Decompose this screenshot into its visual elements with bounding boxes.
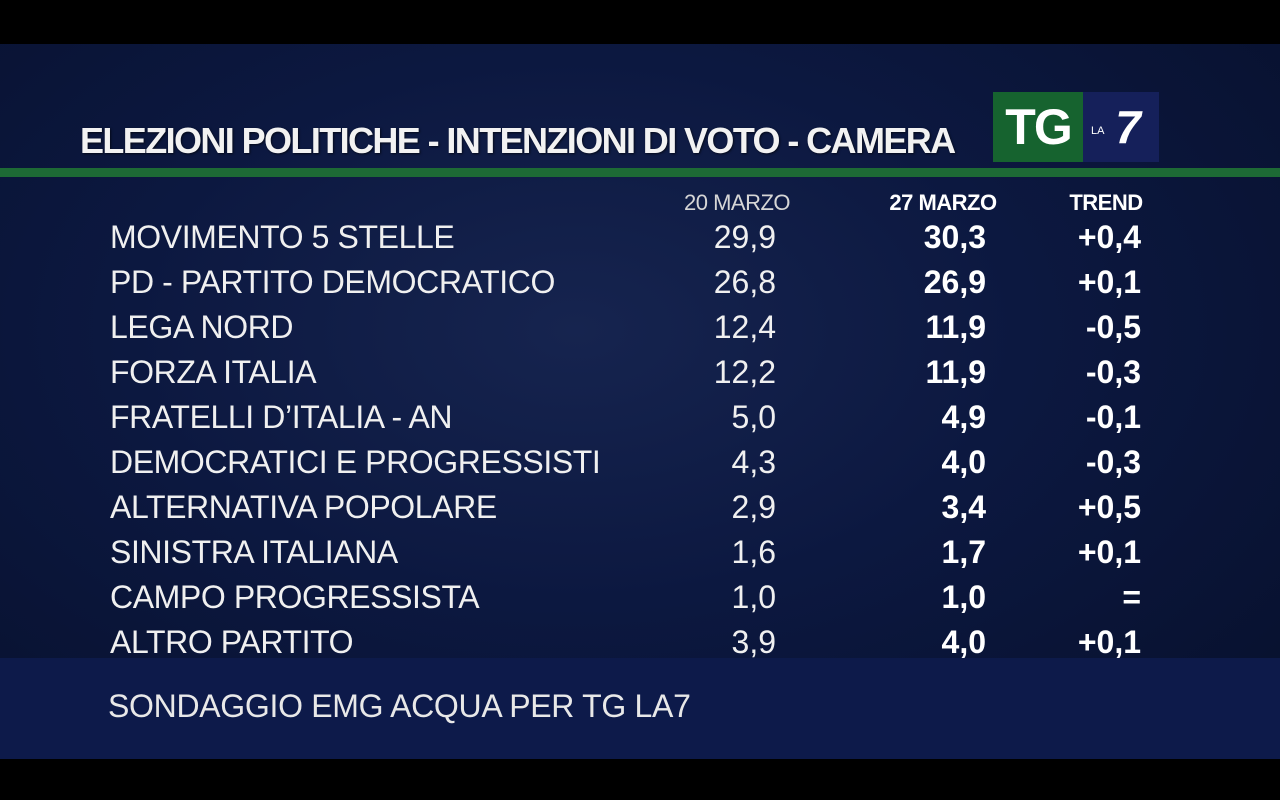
value-prev: 4,3	[731, 444, 776, 480]
party-name: FORZA ITALIA	[110, 354, 317, 390]
logo-tg: TG	[993, 92, 1083, 162]
value-trend: -0,1	[1085, 399, 1141, 435]
column-header-trend: TREND	[1069, 190, 1143, 215]
logo-la7: LA 7	[1083, 92, 1159, 162]
value-prev: 29,9	[713, 219, 776, 255]
value-curr: 4,0	[941, 444, 986, 480]
value-trend: -0,3	[1085, 444, 1141, 480]
value-curr: 4,0	[941, 624, 986, 660]
value-prev: 2,9	[731, 489, 776, 525]
value-curr: 4,9	[941, 399, 986, 435]
table-row: PD - PARTITO DEMOCRATICO 26,8 26,9 +0,1	[0, 260, 1280, 305]
value-trend: -0,3	[1085, 354, 1141, 390]
table-row: FORZA ITALIA 12,2 11,9 -0,3	[0, 350, 1280, 395]
party-name: SINISTRA ITALIANA	[110, 534, 398, 570]
table-row: ALTRO PARTITO 3,9 4,0 +0,1	[0, 620, 1280, 665]
column-header-curr: 27 MARZO	[889, 190, 997, 215]
value-prev: 5,0	[731, 399, 776, 435]
value-trend: +0,4	[1077, 219, 1141, 255]
party-name: ALTERNATIVA POPOLARE	[110, 489, 497, 525]
value-curr: 3,4	[941, 489, 986, 525]
value-curr: 11,9	[925, 309, 986, 345]
value-prev: 1,0	[731, 579, 776, 615]
column-header-prev: 20 MARZO	[683, 190, 791, 215]
table-row: LEGA NORD 12,4 11,9 -0,5	[0, 305, 1280, 350]
value-curr: 1,0	[941, 579, 986, 615]
value-trend: =	[1122, 579, 1141, 615]
logo-seven-text: 7	[1115, 101, 1141, 153]
value-trend: -0,5	[1085, 309, 1141, 345]
source-caption: SONDAGGIO EMG ACQUA PER TG LA7	[108, 688, 691, 724]
footer-bar: SONDAGGIO EMG ACQUA PER TG LA7	[0, 658, 1280, 759]
value-prev: 12,4	[713, 309, 776, 345]
table-row: FRATELLI D’ITALIA - AN 5,0 4,9 -0,1	[0, 395, 1280, 440]
value-prev: 26,8	[713, 264, 776, 300]
value-prev: 3,9	[731, 624, 776, 660]
value-prev: 12,2	[713, 354, 776, 390]
value-trend: +0,1	[1077, 264, 1141, 300]
logo-la-text: LA	[1091, 125, 1105, 137]
table-row: CAMPO PROGRESSISTA 1,0 1,0 =	[0, 575, 1280, 620]
party-name: LEGA NORD	[110, 309, 294, 345]
green-divider	[0, 168, 1280, 177]
value-prev: 1,6	[731, 534, 776, 570]
party-name: PD - PARTITO DEMOCRATICO	[110, 264, 555, 300]
value-curr: 11,9	[925, 354, 986, 390]
value-curr: 30,3	[923, 219, 986, 255]
poll-screen: ELEZIONI POLITICHE - INTENZIONI DI VOTO …	[0, 44, 1280, 759]
table-row: ALTERNATIVA POPOLARE 2,9 3,4 +0,5	[0, 485, 1280, 530]
party-name: FRATELLI D’ITALIA - AN	[110, 399, 453, 435]
party-name: MOVIMENTO 5 STELLE	[110, 219, 455, 255]
page-title: ELEZIONI POLITICHE - INTENZIONI DI VOTO …	[80, 120, 956, 161]
value-curr: 1,7	[941, 534, 986, 570]
party-name: ALTRO PARTITO	[110, 624, 354, 660]
value-trend: +0,5	[1077, 489, 1141, 525]
value-trend: +0,1	[1077, 534, 1141, 570]
value-curr: 26,9	[923, 264, 986, 300]
table-row: SINISTRA ITALIANA 1,6 1,7 +0,1	[0, 530, 1280, 575]
value-trend: +0,1	[1077, 624, 1141, 660]
party-name: DEMOCRATICI E PROGRESSISTI	[110, 444, 601, 480]
tg-la7-logo: TG LA 7	[993, 92, 1159, 162]
party-name: CAMPO PROGRESSISTA	[110, 579, 480, 615]
table-row: MOVIMENTO 5 STELLE 29,9 30,3 +0,4	[0, 215, 1280, 260]
table-row: DEMOCRATICI E PROGRESSISTI 4,3 4,0 -0,3	[0, 440, 1280, 485]
